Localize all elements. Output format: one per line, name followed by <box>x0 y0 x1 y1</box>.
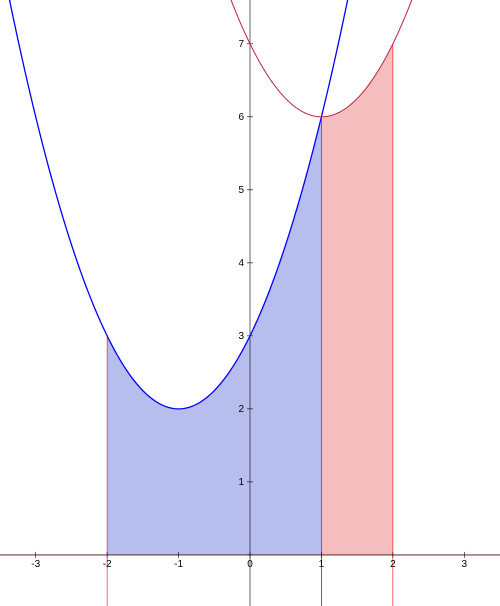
x-tick-label: -1 <box>174 559 183 570</box>
x-tick-label: 1 <box>319 559 325 570</box>
y-tick-label: 5 <box>238 185 244 196</box>
x-tick-label: -2 <box>103 559 112 570</box>
y-tick-label: 4 <box>238 258 244 269</box>
y-tick-label: 1 <box>238 477 244 488</box>
chart-svg: -3 -2 -1 0 1 2 3 1 2 3 4 5 6 7 <box>0 0 500 606</box>
x-tick-label: 0 <box>247 559 253 570</box>
red-fill <box>321 44 392 555</box>
x-tick-label: -3 <box>31 559 40 570</box>
chart-container: -3 -2 -1 0 1 2 3 1 2 3 4 5 6 7 <box>0 0 500 606</box>
x-tick-label: 2 <box>390 559 396 570</box>
y-tick-label: 2 <box>238 404 244 415</box>
y-tick-label: 7 <box>238 39 244 50</box>
x-tick-label: 3 <box>462 559 468 570</box>
y-tick-label: 3 <box>238 331 244 342</box>
y-tick-label: 6 <box>238 112 244 123</box>
